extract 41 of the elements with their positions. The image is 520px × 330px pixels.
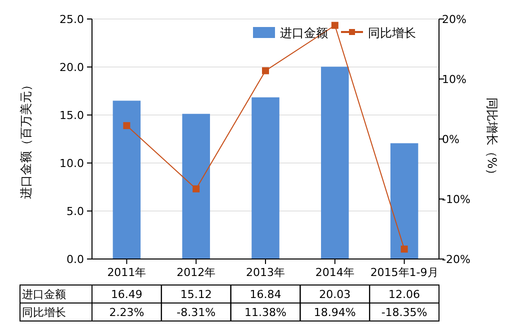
y-tick-label: 25.0 <box>60 13 84 26</box>
text: 同比增长 <box>22 306 66 319</box>
y2-tick-label: 20% <box>442 13 466 26</box>
y-axis-title: 进口金额（百万美元） <box>19 79 33 199</box>
x-tick-label: 2012年 <box>176 266 216 279</box>
y2-tick-label: 0% <box>442 133 460 146</box>
x-tick-label: 2011年 <box>107 266 146 279</box>
y-tick-label: 5.0 <box>66 205 84 218</box>
point <box>400 246 408 253</box>
y2-axis-title: 同比增长（%） <box>485 97 499 181</box>
data-label: 18.94% <box>314 306 356 319</box>
point <box>331 22 338 29</box>
point <box>192 185 200 192</box>
data-label: 20.03 <box>319 288 351 301</box>
y2-tick-label: -10% <box>442 193 470 206</box>
y2-tick-label: 10% <box>442 73 466 86</box>
legend-label: 同比增长 <box>368 26 416 40</box>
y-tick-label: 15.0 <box>60 109 84 122</box>
x-tick-label: 2015年1-9月 <box>370 266 438 279</box>
data-label: 2.23% <box>109 306 144 319</box>
point <box>123 122 130 130</box>
bar <box>182 114 210 259</box>
point <box>262 67 269 74</box>
data-label: 16.84 <box>250 288 282 301</box>
x-tick-label: 2013年 <box>246 266 285 279</box>
data-label: 12.06 <box>388 288 420 301</box>
bar <box>112 100 141 259</box>
data-label: -8.31% <box>176 306 216 319</box>
data-label: 11.38% <box>244 306 286 319</box>
data-label: 16.49 <box>110 288 142 301</box>
data-label: 15.12 <box>180 288 212 301</box>
data-label: -18.35% <box>381 306 428 319</box>
y-tick-label: 10.0 <box>60 157 84 170</box>
y-tick-label: 0.0 <box>66 253 84 266</box>
y-tick-label: 20.0 <box>60 61 84 74</box>
x-tick-label: 2014年 <box>315 266 354 279</box>
y2-tick-label: -20% <box>442 253 470 266</box>
bar <box>252 97 280 259</box>
bar <box>390 143 418 259</box>
bar <box>321 66 349 259</box>
text: 进口金额 <box>22 288 66 301</box>
